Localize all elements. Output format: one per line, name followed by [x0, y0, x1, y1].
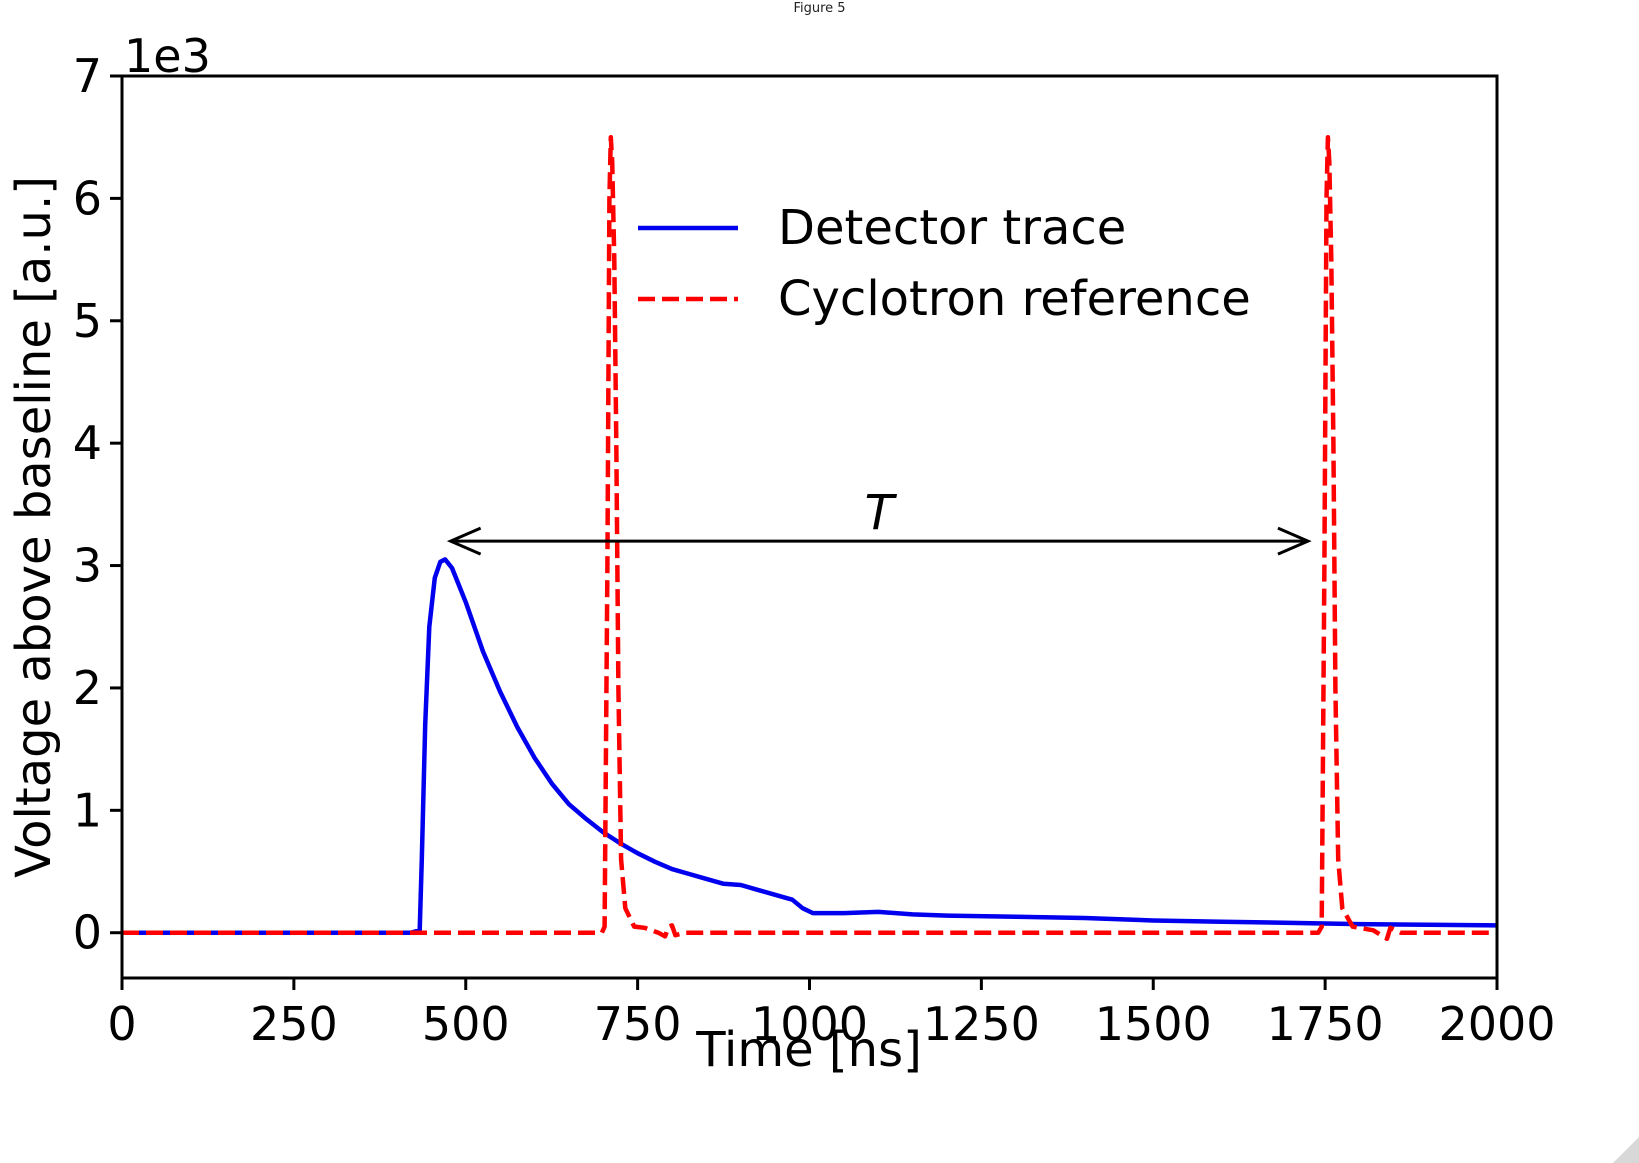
y-tick-label: 5 [73, 294, 102, 348]
legend-label-detector: Detector trace [778, 200, 1126, 256]
y-tick-label: 3 [73, 539, 102, 593]
legend: Detector trace Cyclotron reference [638, 200, 1251, 327]
x-tick-label: 500 [422, 997, 510, 1051]
x-tick-label: 1500 [1095, 997, 1212, 1051]
x-axis-label: Time [ns] [695, 1022, 922, 1078]
x-tick-label: 1750 [1267, 997, 1384, 1051]
y-tick-label: 0 [73, 906, 102, 960]
period-arrowhead-right [1277, 526, 1312, 556]
y-tick-label: 4 [73, 416, 102, 470]
resize-grip-icon[interactable] [1613, 1137, 1639, 1163]
y-axis: 0 1 2 3 4 5 6 7 [73, 49, 122, 960]
y-tick-label: 2 [73, 661, 102, 715]
legend-label-cyclotron: Cyclotron reference [778, 271, 1251, 327]
y-tick-label: 7 [73, 49, 102, 103]
x-tick-label: 0 [107, 997, 136, 1051]
x-tick-label: 750 [594, 997, 682, 1051]
period-annotation-label: T [865, 485, 898, 541]
x-tick-label: 1000 [751, 997, 868, 1051]
x-axis: 0 250 500 750 1000 1250 1500 1750 2000 [107, 978, 1556, 1051]
y-tick-label: 1 [73, 783, 102, 837]
series-line-detector-trace [122, 557, 1497, 935]
figure-window-title: Figure 5 [793, 1, 846, 16]
y-axis-multiplier: 1e3 [124, 29, 211, 83]
y-axis-label: Voltage above baseline [a.u.] [6, 176, 62, 878]
series-line-cyclotron-reference [122, 134, 1497, 942]
x-tick-label: 250 [250, 997, 338, 1051]
x-tick-label: 1250 [923, 997, 1040, 1051]
x-tick-label: 2000 [1438, 997, 1555, 1051]
period-arrowhead-left [446, 526, 482, 556]
y-tick-label: 6 [73, 171, 102, 225]
